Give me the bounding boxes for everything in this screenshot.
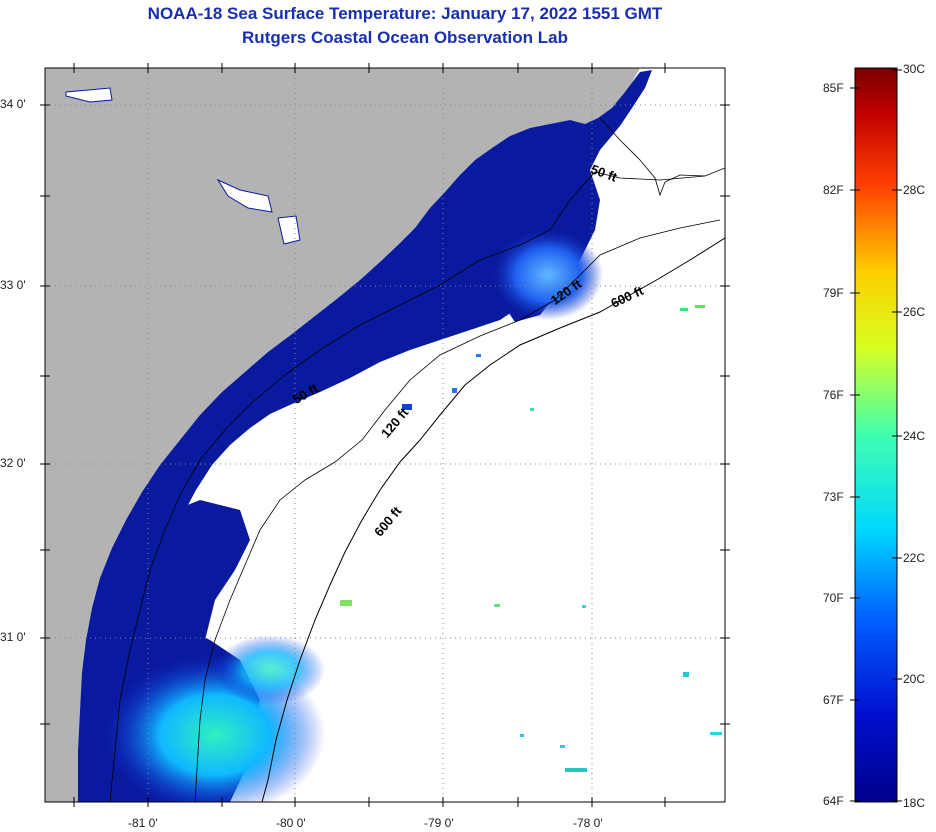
isobath-50ft bbox=[109, 171, 706, 802]
lat-label: 32 0' bbox=[0, 456, 26, 470]
map-subtitle: Rutgers Coastal Ocean Observation Lab bbox=[242, 28, 568, 47]
colorbar-c-label: 28C bbox=[903, 183, 926, 197]
colorbar-f-label: 67F bbox=[823, 693, 844, 707]
colorbar-f-label: 85F bbox=[823, 81, 844, 95]
nc-coastline bbox=[599, 117, 725, 197]
lon-label: -81 0' bbox=[128, 816, 158, 830]
colorbar-c-label: 24C bbox=[903, 429, 926, 443]
colorbar-c-label: 22C bbox=[903, 551, 926, 565]
lon-label: -78 0' bbox=[573, 816, 603, 830]
lon-label: -79 0' bbox=[424, 816, 454, 830]
colorbar-c-label: 18C bbox=[903, 796, 926, 810]
colorbar-f-label: 82F bbox=[823, 183, 844, 197]
colorbar-c-label: 26C bbox=[903, 305, 926, 319]
lat-label: 33 0' bbox=[0, 278, 26, 292]
isobath-600ft bbox=[261, 237, 725, 802]
colorbar-f-label: 70F bbox=[823, 591, 844, 605]
colorbar-ticks bbox=[850, 69, 902, 802]
colorbar-f-label: 79F bbox=[823, 286, 844, 300]
graticule bbox=[45, 68, 725, 802]
land-mass bbox=[45, 68, 640, 802]
lat-label: 31 0' bbox=[0, 630, 26, 644]
lat-label: 34 0' bbox=[0, 97, 26, 111]
isobath-120ft bbox=[194, 219, 721, 802]
lon-label: -80 0' bbox=[276, 816, 306, 830]
lat-ticks bbox=[40, 104, 730, 725]
colorbar-f-label: 76F bbox=[823, 388, 844, 402]
map-frame bbox=[44, 67, 726, 803]
sst-speckles bbox=[340, 305, 722, 772]
colorbar-f-label: 64F bbox=[823, 794, 844, 808]
warm-area-south2 bbox=[215, 635, 325, 705]
lake-1 bbox=[65, 87, 113, 103]
colorbar-c-label: 30C bbox=[903, 62, 926, 76]
map-title: NOAA-18 Sea Surface Temperature: January… bbox=[147, 4, 663, 23]
warm-area-north bbox=[493, 230, 603, 320]
colorbar-f-label: 73F bbox=[823, 490, 844, 504]
lon-ticks bbox=[73, 63, 666, 807]
colorbar bbox=[854, 67, 898, 803]
lake-2 bbox=[216, 178, 273, 213]
colorbar-c-label: 20C bbox=[903, 672, 926, 686]
